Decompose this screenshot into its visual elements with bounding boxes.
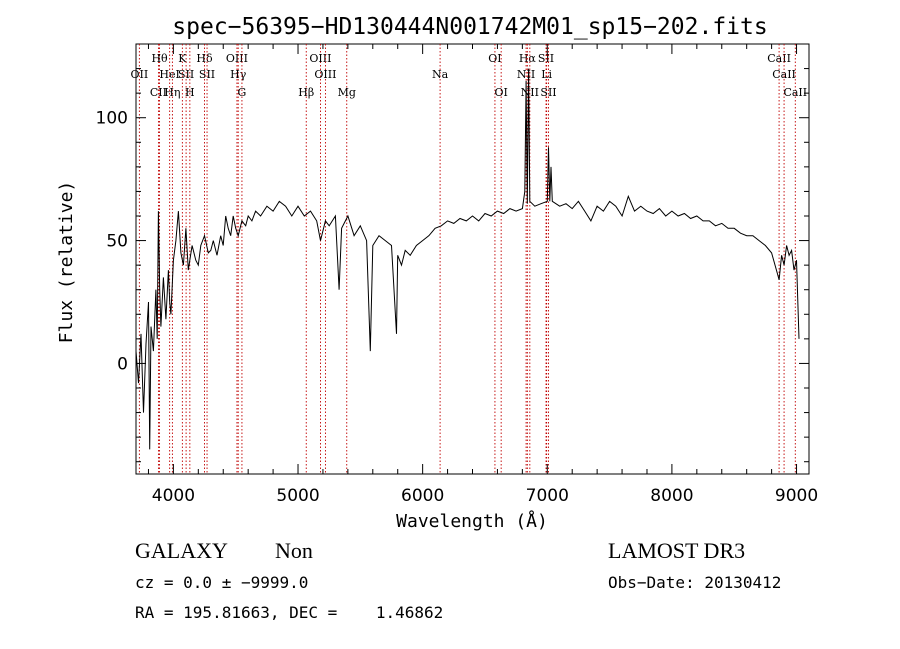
reference-line-label: NII: [521, 86, 539, 99]
y-axis-label: Flux (relative): [56, 181, 77, 344]
reference-line-label: Hθ: [151, 52, 168, 65]
reference-line-label: OIII: [309, 52, 331, 65]
reference-line-label: SII: [199, 68, 215, 81]
reference-line-label: Na: [432, 68, 449, 81]
reference-line-label: CaII: [772, 68, 796, 81]
reference-line-label: Hγ: [230, 68, 247, 81]
x-tick-label: 8000: [650, 486, 693, 506]
object-class: GALAXY: [135, 538, 228, 563]
reference-line-label: OIII: [226, 52, 248, 65]
reference-line-label: OI: [494, 86, 507, 99]
y-tick-label: 0: [117, 354, 128, 374]
reference-line-label: Hα: [519, 52, 537, 65]
x-tick-label: 7000: [526, 486, 569, 506]
x-tick-label: 6000: [401, 486, 444, 506]
reference-line-label: H: [185, 86, 195, 99]
reference-line-label: Mg: [338, 86, 356, 99]
reference-line-label: Hβ: [298, 86, 314, 99]
y-tick-label: 100: [96, 109, 128, 129]
reference-line-label: SII: [538, 52, 554, 65]
object-subclass: Non: [275, 538, 313, 563]
reference-line-label: Hη: [164, 86, 180, 99]
redshift-cz: cz = 0.0 ± −9999.0: [135, 573, 309, 592]
reference-line-label: NII: [517, 68, 535, 81]
spectrum-series-line: [135, 68, 800, 450]
reference-line-label: CaII: [783, 86, 807, 99]
survey-name: LAMOST DR3: [608, 538, 746, 563]
observation-date: Obs−Date: 20130412: [608, 573, 782, 592]
chart-title: spec−56395−HD130444N001742M01_sp15−202.f…: [172, 14, 767, 40]
reference-line-label: CaII: [767, 52, 791, 65]
ra-dec-coordinates: RA = 195.81663, DEC = 1.46862: [135, 603, 444, 622]
reference-line-label: OI: [488, 52, 501, 65]
reference-line-label: Hδ: [196, 52, 213, 65]
x-tick-label: 4000: [152, 486, 195, 506]
reference-line-label: SII: [540, 86, 556, 99]
reference-line-label: Li: [541, 68, 552, 81]
x-axis: 4000 5000 6000 7000 8000 9000: [147, 44, 818, 506]
x-tick-label: 9000: [775, 486, 818, 506]
y-axis: 0 50 100: [96, 68, 809, 463]
x-tick-label: 5000: [276, 486, 319, 506]
y-tick-label: 50: [106, 232, 128, 252]
reference-line-label: G: [238, 86, 247, 99]
reference-line-label: SII: [178, 68, 194, 81]
reference-line-label: CII: [150, 86, 167, 99]
reference-line-label: OIII: [314, 68, 336, 81]
reference-line-label: HeI: [159, 68, 179, 81]
reference-line-label: OII: [131, 68, 149, 81]
x-axis-label: Wavelength (Å): [396, 510, 548, 532]
reference-line-label: K: [178, 52, 187, 65]
